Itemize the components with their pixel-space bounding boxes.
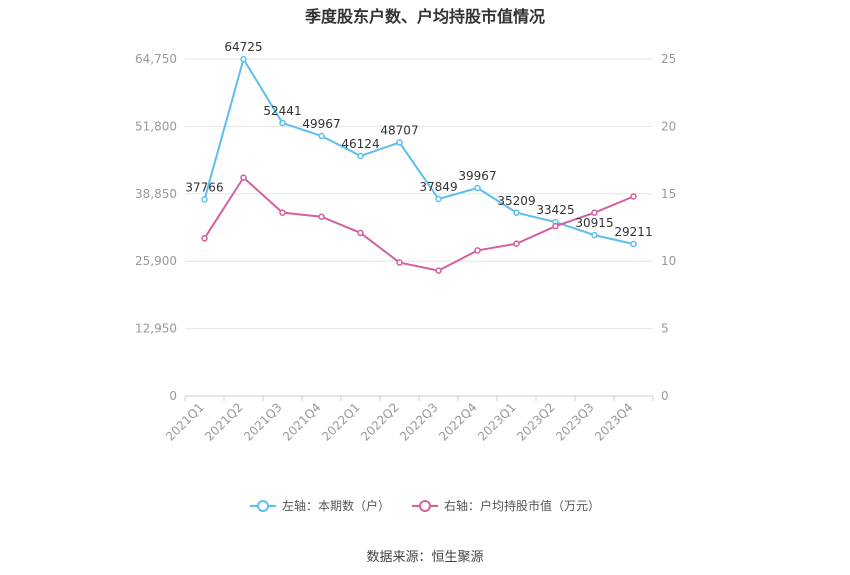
series-line-right — [203, 176, 634, 272]
legend-item-left[interactable]: 左轴：本期数（户） — [249, 497, 390, 514]
data-point-left — [318, 132, 325, 140]
data-point-left — [630, 240, 637, 248]
x-axis-tick-label: 2021Q1 — [163, 400, 207, 444]
data-point-left — [396, 139, 403, 146]
legend-right-marker-icon — [412, 499, 438, 512]
data-label: 48707 — [380, 123, 418, 137]
data-point-right — [591, 209, 598, 216]
right-axis-tick-label: 25 — [661, 52, 676, 66]
chart-plot: 0 0 12,950 5 25,900 10 38,850 15 51,800 20 64,750 2… — [135, 40, 676, 444]
data-point-left — [513, 209, 520, 217]
left-axis-tick-label: 51,800 — [135, 119, 177, 133]
data-label: 33425 — [536, 203, 574, 217]
x-axis-tick-label: 2022Q1 — [319, 400, 363, 444]
data-label: 49967 — [302, 117, 340, 131]
data-label: 29211 — [614, 225, 652, 239]
right-axis-tick-label: 15 — [661, 187, 676, 201]
x-axis-tick-label: 2022Q4 — [436, 400, 480, 444]
data-point-right — [240, 174, 247, 181]
data-label: 30915 — [575, 216, 613, 230]
legend: 左轴：本期数（户） 右轴：户均持股市值（万元） — [0, 497, 850, 514]
data-point-left — [240, 55, 247, 63]
left-axis-tick-label: 64,750 — [135, 52, 177, 66]
x-axis-tick-label: 2023Q1 — [475, 400, 519, 444]
left-axis-tick-label: 38,850 — [135, 187, 177, 201]
left-axis-tick-label: 0 — [169, 389, 177, 403]
data-point-right — [318, 213, 325, 220]
data-label: 64725 — [224, 40, 262, 54]
data-point-left — [591, 231, 598, 239]
data-point-left — [279, 119, 286, 127]
data-point-left — [474, 184, 481, 192]
data-point-right — [279, 209, 286, 216]
legend-item-right[interactable]: 右轴：户均持股市值（万元） — [412, 497, 600, 514]
data-source: 数据来源：恒生聚源 — [366, 550, 484, 565]
legend-left-marker-icon — [249, 499, 276, 512]
data-label: 35209 — [497, 194, 535, 208]
x-axis-tick-label: 2023Q2 — [514, 400, 558, 444]
legend-left-label: 左轴：本期数（户） — [281, 499, 390, 513]
data-point-left — [357, 152, 364, 160]
left-axis-tick-label: 12,950 — [135, 322, 177, 336]
right-axis-tick-label: 20 — [661, 119, 676, 133]
right-axis-tick-label: 5 — [661, 322, 669, 336]
left-axis-tick-label: 25,900 — [135, 254, 177, 268]
x-axis-tick-label: 2021Q2 — [202, 400, 246, 444]
right-axis-tick-label: 0 — [661, 389, 669, 403]
data-label: 37849 — [419, 180, 457, 194]
data-point-right — [474, 247, 481, 254]
data-label: 37766 — [185, 180, 223, 194]
data-point-right — [396, 259, 403, 266]
data-point-left — [435, 195, 442, 203]
x-axis-tick-label: 2021Q4 — [280, 400, 324, 444]
x-axis-tick-label: 2023Q4 — [592, 400, 636, 444]
x-axis-tick-label: 2022Q2 — [358, 400, 402, 444]
x-axis-tick-label: 2021Q3 — [241, 400, 285, 444]
data-point-right — [201, 235, 208, 242]
data-point-right — [435, 267, 442, 274]
data-label: 52441 — [263, 104, 301, 118]
data-point-right — [552, 222, 559, 230]
right-axis-tick-label: 10 — [661, 254, 676, 268]
data-point-right — [513, 240, 520, 247]
legend-right-label: 右轴：户均持股市值（万元） — [444, 499, 601, 513]
data-label: 39967 — [458, 169, 496, 183]
data-point-right — [357, 229, 364, 237]
x-axis-tick-label: 2023Q3 — [553, 400, 597, 444]
x-axis-tick-label: 2022Q3 — [397, 400, 441, 444]
data-label: 46124 — [341, 137, 379, 151]
chart-title: 季度股东户数、户均持股市值情况 — [304, 7, 545, 26]
data-point-right — [630, 193, 637, 200]
data-point-left — [201, 196, 208, 203]
